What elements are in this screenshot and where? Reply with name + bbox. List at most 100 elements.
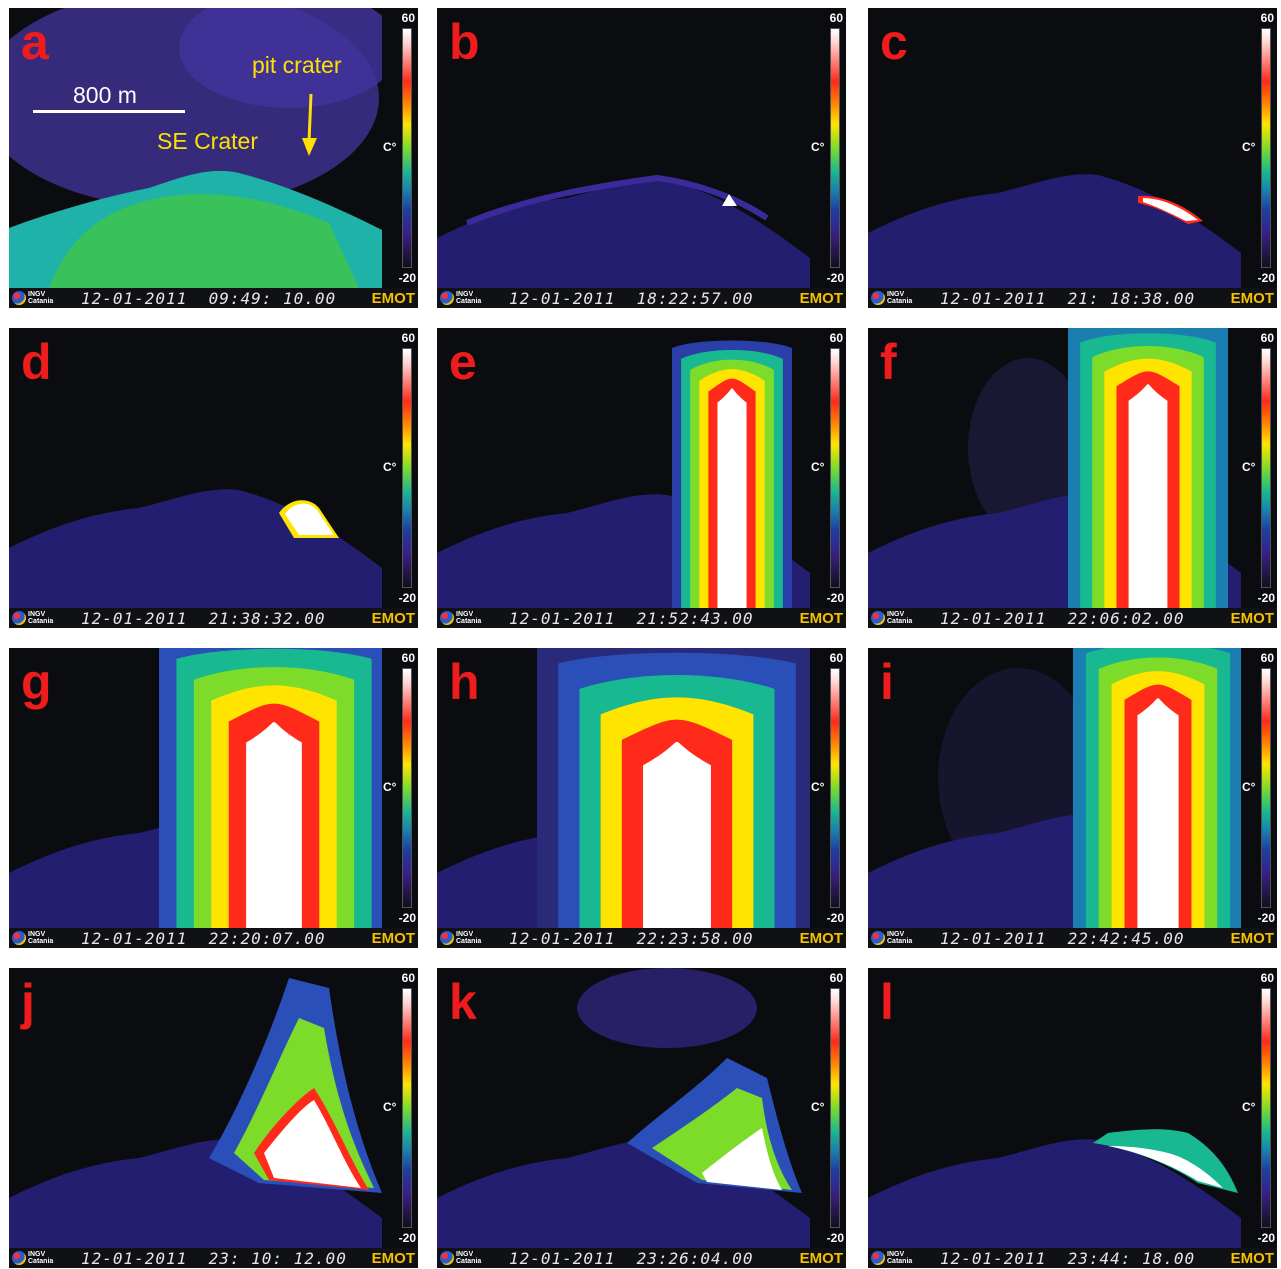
- thermal-scene: [9, 968, 382, 1248]
- panel-letter: b: [449, 14, 480, 70]
- colorbar: 60 C° -20: [1241, 648, 1277, 928]
- brand-label: EMOT: [1230, 610, 1274, 627]
- org-name: INGV Catania: [887, 931, 912, 945]
- panel-footer: INGV Catania 12-01-2011 23:26:04.00 EMOT: [437, 1248, 846, 1268]
- org-name: INGV Catania: [28, 1251, 53, 1265]
- colorbar-min: -20: [398, 911, 416, 925]
- thermal-panel: 60 C° -20 INGV Catania 12-01-2011 18:22:5…: [437, 8, 846, 308]
- colorbar: 60 C° -20: [810, 648, 846, 928]
- ingv-logo-icon: [871, 931, 885, 945]
- org-line1: INGV: [28, 1251, 46, 1258]
- panel-letter: g: [21, 654, 52, 710]
- org-name: INGV Catania: [456, 611, 481, 625]
- ingv-logo-icon: [440, 291, 454, 305]
- org-name: INGV Catania: [887, 1251, 912, 1265]
- thermal-panel: 60 C° -20 INGV Catania 12-01-2011 22:23:5…: [437, 648, 846, 948]
- colorbar-gradient: [830, 28, 840, 268]
- org-line1: INGV: [887, 291, 905, 298]
- org-line2: Catania: [456, 298, 482, 305]
- colorbar: 60 C° -20: [810, 968, 846, 1248]
- colorbar-min: -20: [826, 1231, 844, 1245]
- panel-letter: j: [21, 974, 35, 1030]
- colorbar: 60 C° -20: [382, 648, 418, 928]
- colorbar-max: 60: [401, 651, 415, 665]
- ingv-logo-icon: [440, 931, 454, 945]
- brand-label: EMOT: [371, 930, 415, 947]
- panel-footer: INGV Catania 12-01-2011 23:44: 18.00 EMOT: [868, 1248, 1277, 1268]
- colorbar-gradient: [830, 988, 840, 1228]
- colorbar: 60 C° -20: [382, 8, 418, 288]
- panel-footer: INGV Catania 12-01-2011 18:22:57.00 EMOT: [437, 288, 846, 308]
- panel-letter: e: [449, 334, 477, 390]
- panel-letter: i: [880, 654, 894, 710]
- crater-label: SE Crater: [157, 128, 258, 154]
- org-line2: Catania: [28, 298, 54, 305]
- colorbar-gradient: [402, 348, 412, 588]
- timestamp: 12-01-2011 22:06:02.00: [940, 609, 1185, 628]
- ingv-logo-icon: [440, 1251, 454, 1265]
- colorbar-gradient: [830, 348, 840, 588]
- thermal-scene: [9, 8, 382, 288]
- colorbar-max: 60: [1260, 651, 1274, 665]
- timestamp: 12-01-2011 23:26:04.00: [509, 1249, 754, 1268]
- colorbar: 60 C° -20: [1241, 328, 1277, 608]
- colorbar-max: 60: [1260, 971, 1274, 985]
- colorbar-min: -20: [1257, 911, 1275, 925]
- ingv-logo-icon: [871, 611, 885, 625]
- scale-bar: [33, 110, 185, 113]
- thermal-scene: [868, 8, 1241, 288]
- colorbar-gradient: [1261, 988, 1271, 1228]
- colorbar: 60 C° -20: [1241, 968, 1277, 1248]
- org-line2: Catania: [887, 1258, 913, 1265]
- colorbar-min: -20: [1257, 591, 1275, 605]
- ingv-logo-icon: [871, 1251, 885, 1265]
- colorbar-min: -20: [826, 591, 844, 605]
- timestamp: 12-01-2011 23: 10: 12.00: [81, 1249, 347, 1268]
- thermal-scene: [9, 328, 382, 608]
- colorbar-min: -20: [398, 591, 416, 605]
- colorbar-min: -20: [398, 1231, 416, 1245]
- brand-label: EMOT: [1230, 290, 1274, 307]
- org-line1: INGV: [887, 611, 905, 618]
- colorbar-unit: C°: [811, 780, 825, 794]
- colorbar-min: -20: [398, 271, 416, 285]
- ingv-logo-icon: [12, 1251, 26, 1265]
- panel-footer: INGV Catania 12-01-2011 22:06:02.00 EMOT: [868, 608, 1277, 628]
- panel-footer: INGV Catania 12-01-2011 22:23:58.00 EMOT: [437, 928, 846, 948]
- panel-footer: INGV Catania 12-01-2011 21:38:32.00 EMOT: [9, 608, 418, 628]
- org-line1: INGV: [887, 1251, 905, 1258]
- colorbar-unit: C°: [1242, 140, 1256, 154]
- org-line2: Catania: [887, 618, 913, 625]
- org-line2: Catania: [456, 618, 482, 625]
- colorbar-max: 60: [829, 11, 843, 25]
- thermal-panel: 60 C° -20 INGV Catania 12-01-2011 09:49: …: [9, 8, 418, 308]
- colorbar-max: 60: [829, 651, 843, 665]
- colorbar-gradient: [1261, 28, 1271, 268]
- colorbar-unit: C°: [383, 460, 397, 474]
- panel-letter: a: [21, 14, 49, 70]
- thermal-scene: [9, 648, 382, 928]
- colorbar: 60 C° -20: [810, 328, 846, 608]
- org-name: INGV Catania: [456, 291, 481, 305]
- brand-label: EMOT: [799, 290, 843, 307]
- org-line2: Catania: [28, 1258, 54, 1265]
- colorbar: 60 C° -20: [382, 328, 418, 608]
- org-name: INGV Catania: [887, 291, 912, 305]
- thermal-panel: 60 C° -20 INGV Catania 12-01-2011 23:44: …: [868, 968, 1277, 1268]
- thermal-scene: [437, 8, 810, 288]
- org-line2: Catania: [456, 938, 482, 945]
- colorbar-max: 60: [401, 971, 415, 985]
- colorbar-max: 60: [401, 11, 415, 25]
- colorbar-unit: C°: [1242, 1100, 1256, 1114]
- timestamp: 12-01-2011 22:23:58.00: [509, 929, 754, 948]
- colorbar: 60 C° -20: [382, 968, 418, 1248]
- brand-label: EMOT: [799, 930, 843, 947]
- org-line2: Catania: [887, 298, 913, 305]
- org-line1: INGV: [456, 611, 474, 618]
- thermal-panel: 60 C° -20 INGV Catania 12-01-2011 22:42:4…: [868, 648, 1277, 948]
- thermal-scene: [868, 328, 1241, 608]
- panel-letter: c: [880, 14, 908, 70]
- timestamp: 12-01-2011 21: 18:38.00: [940, 289, 1196, 308]
- org-line2: Catania: [28, 618, 54, 625]
- panel-letter: f: [880, 334, 897, 390]
